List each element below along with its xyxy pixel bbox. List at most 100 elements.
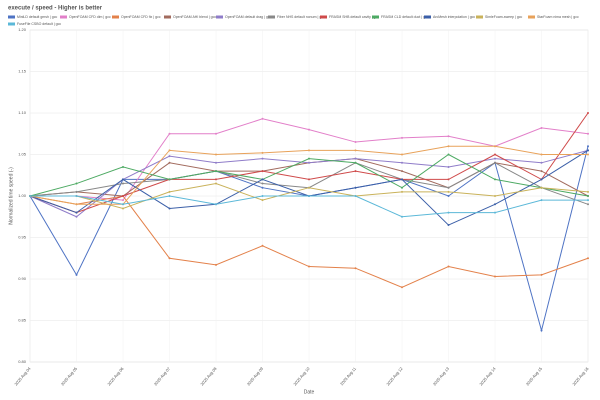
data-point xyxy=(587,195,589,197)
data-point xyxy=(215,170,217,173)
data-point xyxy=(75,182,78,185)
legend-swatch xyxy=(216,15,223,19)
legend-label: FuseFile CSBO default | gcc xyxy=(17,22,61,26)
data-point xyxy=(354,267,357,270)
y-axis-label: Normalized time speed (-) xyxy=(8,167,14,225)
legend-swatch xyxy=(8,15,15,19)
data-point xyxy=(401,170,403,173)
data-point xyxy=(168,257,171,260)
data-point xyxy=(587,153,589,156)
data-point xyxy=(261,195,264,197)
data-point xyxy=(168,195,171,197)
data-point xyxy=(168,155,171,158)
data-point xyxy=(354,195,357,197)
legend-label: FRASM CLD default duct | gcc xyxy=(381,15,429,19)
data-point xyxy=(75,203,78,206)
data-point xyxy=(587,145,589,148)
data-point xyxy=(447,135,450,138)
data-point xyxy=(122,178,124,181)
y-tick-label: 1.20 xyxy=(18,27,27,32)
data-point xyxy=(122,165,124,168)
y-tick-label: 1.00 xyxy=(18,193,27,198)
data-point xyxy=(261,117,264,120)
data-point xyxy=(494,211,496,214)
y-tick-label: 0.90 xyxy=(18,276,27,281)
data-point xyxy=(308,195,310,197)
legend-label: ArcMesh interpolation | gcc xyxy=(433,15,475,19)
legend-swatch xyxy=(476,15,483,19)
x-tick-label: 2025 Aug 16 xyxy=(571,366,590,387)
x-tick-label: 2025 Aug 05 xyxy=(60,366,79,387)
legend-label: OpenFOAM CFD dim | gcc xyxy=(69,15,111,19)
x-tick-label: 2025 Aug 06 xyxy=(106,366,125,387)
legend-swatch xyxy=(372,15,379,19)
data-point xyxy=(587,190,589,193)
legend-label: SimleFoam-sweep | gcc xyxy=(485,15,523,19)
data-point xyxy=(261,182,264,185)
data-point xyxy=(401,153,403,156)
data-point xyxy=(401,136,403,139)
data-point xyxy=(75,211,78,214)
x-tick-label: 2025 Aug 12 xyxy=(385,366,404,387)
data-point xyxy=(540,186,543,189)
data-point xyxy=(447,186,450,189)
data-point xyxy=(447,224,450,227)
data-point xyxy=(261,157,264,160)
data-point xyxy=(401,215,403,218)
legend-label: FRASM SHB default cavity | gcc xyxy=(329,15,379,19)
data-point xyxy=(122,199,124,202)
data-point xyxy=(587,257,589,260)
data-point xyxy=(447,195,450,197)
data-point xyxy=(308,186,310,189)
data-point xyxy=(261,151,264,154)
x-tick-label: 2025 Aug 11 xyxy=(339,366,358,387)
data-point xyxy=(401,186,403,189)
y-tick-label: 0.95 xyxy=(18,235,27,240)
data-point xyxy=(354,161,357,164)
data-point xyxy=(494,161,496,164)
legend-swatch xyxy=(320,15,327,19)
data-point xyxy=(168,149,171,152)
data-point xyxy=(494,178,496,181)
legend-swatch xyxy=(528,15,535,19)
data-point xyxy=(75,215,78,218)
legend-label: OpenFOAM AHI blend | gcc xyxy=(173,15,216,19)
data-point xyxy=(494,203,496,206)
y-tick-label: 1.15 xyxy=(18,69,27,74)
data-point xyxy=(540,178,543,181)
data-point xyxy=(215,153,217,156)
data-point xyxy=(168,132,171,135)
legend-swatch xyxy=(8,22,15,26)
y-tick-label: 0.85 xyxy=(18,318,27,323)
data-point xyxy=(168,190,171,193)
data-point xyxy=(540,170,543,173)
data-point xyxy=(401,190,403,193)
data-point xyxy=(587,199,589,202)
legend-swatch xyxy=(424,15,431,19)
data-point xyxy=(122,203,124,206)
data-point xyxy=(122,195,124,197)
data-point xyxy=(401,286,403,289)
x-tick-label: 2025 Aug 09 xyxy=(246,366,265,387)
data-point xyxy=(447,265,450,268)
data-point xyxy=(75,273,78,276)
data-point xyxy=(354,149,357,152)
data-point xyxy=(215,263,217,266)
x-tick-label: 2025 Aug 04 xyxy=(13,366,32,387)
data-point xyxy=(168,161,171,164)
data-point xyxy=(215,161,217,164)
data-point xyxy=(447,211,450,214)
data-point xyxy=(122,182,124,185)
data-point xyxy=(75,195,78,197)
data-point xyxy=(215,178,217,181)
legend-swatch xyxy=(268,15,275,19)
y-tick-label: 1.05 xyxy=(18,152,27,157)
legend-label: Fiber NHS default nonum | gcc xyxy=(277,15,325,19)
data-point xyxy=(540,161,543,164)
data-point xyxy=(261,178,264,181)
x-tick-label: 2025 Aug 08 xyxy=(199,366,218,387)
legend-label: OpenFOAM CFD fix | gcc xyxy=(121,15,161,19)
data-point xyxy=(401,161,403,164)
data-point xyxy=(494,195,496,197)
x-axis-label: Date xyxy=(304,389,315,395)
